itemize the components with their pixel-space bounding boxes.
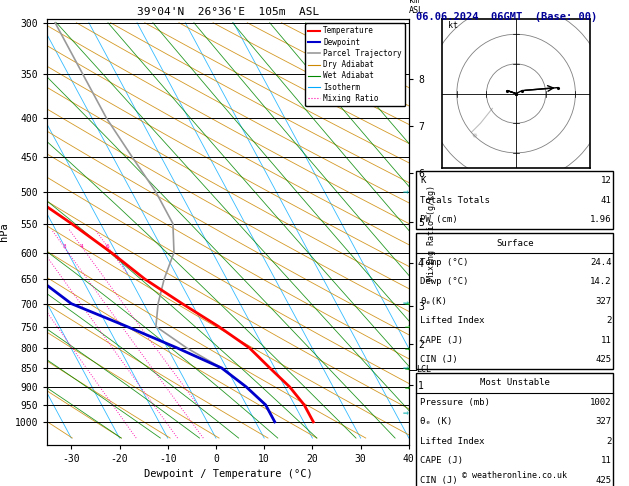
Text: ⇒: ⇒ <box>405 344 410 352</box>
Text: Lifted Index: Lifted Index <box>420 437 485 446</box>
Text: 3: 3 <box>62 244 66 249</box>
Text: ⇒: ⇒ <box>403 363 409 373</box>
Text: ⇒: ⇒ <box>405 322 410 331</box>
Text: Surface: Surface <box>496 239 533 247</box>
Text: Most Unstable: Most Unstable <box>480 379 550 387</box>
Text: ⇒: ⇒ <box>403 187 409 197</box>
Text: 6: 6 <box>106 244 109 249</box>
Legend: Temperature, Dewpoint, Parcel Trajectory, Dry Adiabat, Wet Adiabat, Isotherm, Mi: Temperature, Dewpoint, Parcel Trajectory… <box>305 23 405 106</box>
Text: PW (cm): PW (cm) <box>420 215 458 224</box>
Text: 41: 41 <box>601 196 611 205</box>
Text: 425: 425 <box>595 355 611 364</box>
Text: 4: 4 <box>80 244 84 249</box>
Text: 24.4: 24.4 <box>590 258 611 267</box>
Text: 2: 2 <box>606 437 611 446</box>
X-axis label: Dewpoint / Temperature (°C): Dewpoint / Temperature (°C) <box>143 469 313 479</box>
Text: CAPE (J): CAPE (J) <box>420 336 463 345</box>
Text: CIN (J): CIN (J) <box>420 476 458 485</box>
Text: kt: kt <box>448 21 458 30</box>
Text: 1002: 1002 <box>590 398 611 407</box>
Text: Totals Totals: Totals Totals <box>420 196 490 205</box>
Text: ⇒: ⇒ <box>405 299 410 308</box>
Text: θₑ(K): θₑ(K) <box>420 297 447 306</box>
Text: ⇒: ⇒ <box>403 409 409 418</box>
Text: 11: 11 <box>601 336 611 345</box>
Text: 2: 2 <box>606 316 611 325</box>
Text: ✵: ✵ <box>472 133 477 139</box>
Text: 06.06.2024  06GMT  (Base: 00): 06.06.2024 06GMT (Base: 00) <box>416 12 598 22</box>
Text: 327: 327 <box>595 417 611 426</box>
Text: 425: 425 <box>595 476 611 485</box>
Y-axis label: hPa: hPa <box>0 223 9 242</box>
Text: CAPE (J): CAPE (J) <box>420 456 463 465</box>
Text: 11: 11 <box>601 456 611 465</box>
Text: Lifted Index: Lifted Index <box>420 316 485 325</box>
Text: LCL: LCL <box>416 365 431 374</box>
Text: CIN (J): CIN (J) <box>420 355 458 364</box>
Y-axis label: Mixing Ratio (g/kg): Mixing Ratio (g/kg) <box>426 185 435 279</box>
Text: Pressure (mb): Pressure (mb) <box>420 398 490 407</box>
Text: Temp (°C): Temp (°C) <box>420 258 469 267</box>
Text: ⇒: ⇒ <box>405 364 410 372</box>
Text: 12: 12 <box>601 176 611 185</box>
Text: ⇒: ⇒ <box>405 382 410 391</box>
Text: km
ASL: km ASL <box>409 0 424 15</box>
Text: θₑ (K): θₑ (K) <box>420 417 452 426</box>
Text: Dewp (°C): Dewp (°C) <box>420 278 469 286</box>
Text: 1.96: 1.96 <box>590 215 611 224</box>
Text: ⇒: ⇒ <box>403 298 409 309</box>
Text: © weatheronline.co.uk: © weatheronline.co.uk <box>462 471 567 480</box>
Title: 39°04'N  26°36'E  105m  ASL: 39°04'N 26°36'E 105m ASL <box>137 7 319 17</box>
Text: 327: 327 <box>595 297 611 306</box>
Text: K: K <box>420 176 426 185</box>
Text: 14.2: 14.2 <box>590 278 611 286</box>
